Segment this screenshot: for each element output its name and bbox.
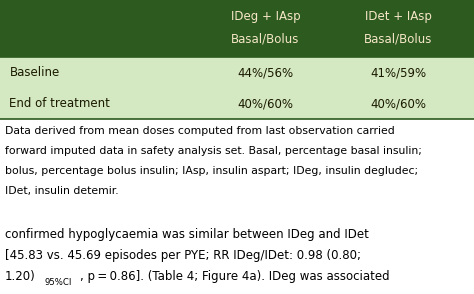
Text: 40%/60%: 40%/60%: [370, 97, 426, 110]
Text: End of treatment: End of treatment: [9, 97, 110, 110]
Text: Baseline: Baseline: [9, 66, 60, 79]
Bar: [0, 0, 474, 57]
Text: IDeg + IAsp: IDeg + IAsp: [231, 9, 300, 23]
Bar: [0, 57, 474, 88]
Text: IDet + IAsp: IDet + IAsp: [365, 9, 432, 23]
Text: IDet, insulin detemir.: IDet, insulin detemir.: [5, 186, 118, 196]
Bar: [0, 88, 474, 119]
Text: 1.20): 1.20): [5, 270, 36, 283]
Text: 41%/59%: 41%/59%: [370, 66, 426, 79]
Text: Basal/Bolus: Basal/Bolus: [364, 32, 432, 46]
Text: confirmed hypoglycaemia was similar between IDeg and IDet: confirmed hypoglycaemia was similar betw…: [5, 228, 369, 241]
Text: bolus, percentage bolus insulin; IAsp, insulin aspart; IDeg, insulin degludec;: bolus, percentage bolus insulin; IAsp, i…: [5, 166, 418, 176]
Text: Data derived from mean doses computed from last observation carried: Data derived from mean doses computed fr…: [5, 126, 394, 136]
Text: [45.83 vs. 45.69 episodes per PYE; RR IDeg/IDet: 0.98 (0.80;: [45.83 vs. 45.69 episodes per PYE; RR ID…: [5, 249, 361, 262]
Text: , p = 0.86]. (Table 4; Figure 4a). IDeg was associated: , p = 0.86]. (Table 4; Figure 4a). IDeg …: [80, 270, 389, 283]
Text: forward imputed data in safety analysis set. Basal, percentage basal insulin;: forward imputed data in safety analysis …: [5, 146, 421, 156]
Text: Basal/Bolus: Basal/Bolus: [231, 32, 300, 46]
Text: 40%/60%: 40%/60%: [237, 97, 293, 110]
Text: 95%CI: 95%CI: [45, 278, 72, 287]
Text: 44%/56%: 44%/56%: [237, 66, 293, 79]
